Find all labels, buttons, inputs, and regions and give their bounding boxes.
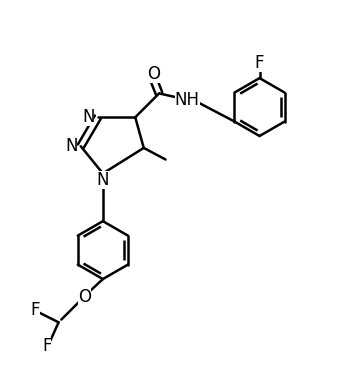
Text: O: O: [78, 288, 91, 306]
Text: N: N: [97, 171, 109, 189]
Text: O: O: [147, 65, 160, 83]
Text: NH: NH: [174, 91, 199, 109]
Text: F: F: [255, 54, 264, 72]
Text: F: F: [30, 301, 40, 319]
Text: F: F: [42, 337, 51, 355]
Text: N: N: [82, 108, 94, 126]
Text: N: N: [65, 137, 77, 155]
